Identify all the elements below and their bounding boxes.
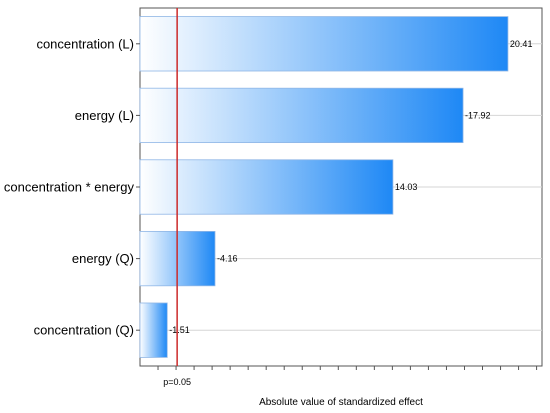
value-label: -4.16 [217, 254, 238, 264]
category-label: concentration (Q) [34, 323, 134, 338]
value-label: 14.03 [395, 182, 418, 192]
category-label: energy (Q) [72, 251, 134, 266]
bar [139, 87, 464, 144]
reference-line-label: p=0.05 [163, 377, 191, 387]
bar [139, 159, 394, 215]
x-axis-title: Absolute value of standardized effect [259, 397, 423, 408]
bar [139, 302, 168, 358]
category-label: energy (L) [75, 108, 134, 123]
category-label: concentration * energy [4, 180, 135, 195]
value-label: -17.92 [465, 110, 491, 120]
category-label: concentration (L) [36, 36, 134, 51]
value-label: -1.51 [169, 325, 190, 335]
bar [139, 16, 509, 72]
value-label: 20.41 [510, 39, 533, 49]
